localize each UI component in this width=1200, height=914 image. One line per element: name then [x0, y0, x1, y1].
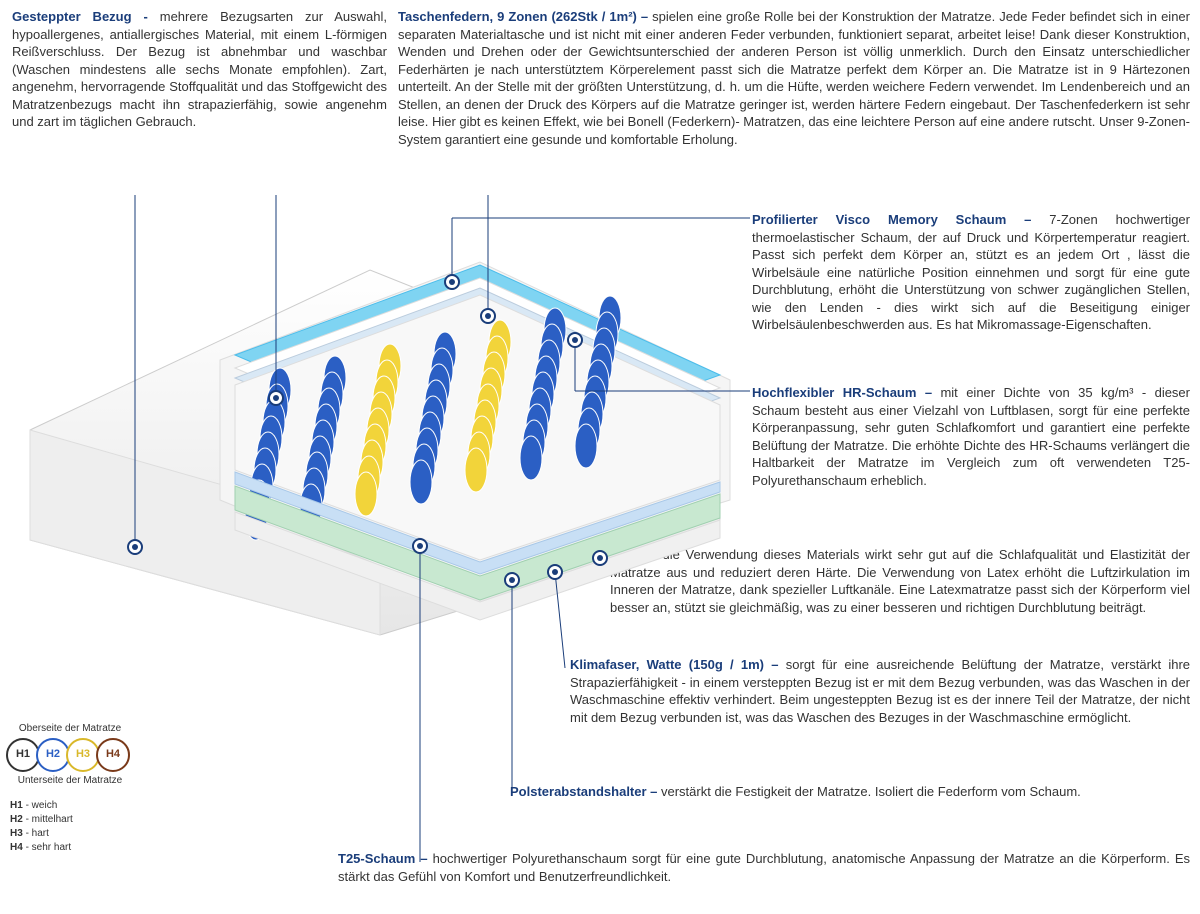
- section-klimafaser-title: Klimafaser, Watte (150g / 1m) –: [570, 657, 786, 672]
- legend-circle-h3: H3: [66, 738, 100, 772]
- section-cover-text: mehrere Bezugsarten zur Auswahl, hypoall…: [12, 9, 387, 129]
- section-t25: T25-Schaum – hochwertiger Polyurethansch…: [338, 850, 1190, 885]
- section-springs-title: Taschenfedern, 9 Zonen (262Stk / 1m²) –: [398, 9, 652, 24]
- section-hr-title: Hochflexibler HR-Schaum –: [752, 385, 940, 400]
- legend-top-label: Oberseite der Matratze: [10, 722, 130, 736]
- section-cover: Gesteppter Bezug - mehrere Bezugsarten z…: [12, 8, 387, 131]
- section-hr-text: mit einer Dichte von 35 kg/m³ - dieser S…: [752, 385, 1190, 488]
- legend-def: H4 - sehr hart: [10, 841, 130, 855]
- legend-def: H1 - weich: [10, 799, 130, 813]
- legend-bottom-label: Unterseite der Matratze: [10, 774, 130, 788]
- legend-def: H2 - mittelhart: [10, 813, 130, 827]
- section-spacer: Polsterabstandshalter – verstärkt die Fe…: [510, 783, 1190, 801]
- section-klimafaser: Klimafaser, Watte (150g / 1m) – sorgt fü…: [570, 656, 1190, 726]
- legend-circles: H1H2H3H4: [10, 738, 130, 772]
- section-cover-title: Gesteppter Bezug -: [12, 9, 160, 24]
- section-t25-text: hochwertiger Polyurethanschaum sorgt für…: [338, 851, 1190, 884]
- section-visco-text: 7-Zonen hochwertiger thermoelastischer S…: [752, 212, 1190, 332]
- section-springs: Taschenfedern, 9 Zonen (262Stk / 1m²) – …: [398, 8, 1190, 148]
- section-visco: Profilierter Visco Memory Schaum – 7-Zon…: [752, 211, 1190, 334]
- mattress-diagram: [10, 200, 740, 640]
- section-springs-text: spielen eine große Rolle bei der Konstru…: [398, 9, 1190, 147]
- legend-circle-h4: H4: [96, 738, 130, 772]
- section-spacer-text: verstärkt die Festigkeit der Matratze. I…: [661, 784, 1081, 799]
- legend-definitions: H1 - weichH2 - mittelhartH3 - hartH4 - s…: [10, 799, 130, 855]
- legend-def: H3 - hart: [10, 827, 130, 841]
- section-visco-title: Profilierter Visco Memory Schaum –: [752, 212, 1049, 227]
- hardness-legend: Oberseite der Matratze H1H2H3H4 Untersei…: [10, 720, 130, 855]
- legend-circle-h2: H2: [36, 738, 70, 772]
- section-t25-title: T25-Schaum –: [338, 851, 433, 866]
- section-spacer-title: Polsterabstandshalter –: [510, 784, 661, 799]
- section-hr-foam: Hochflexibler HR-Schaum – mit einer Dich…: [752, 384, 1190, 489]
- legend-circle-h1: H1: [6, 738, 40, 772]
